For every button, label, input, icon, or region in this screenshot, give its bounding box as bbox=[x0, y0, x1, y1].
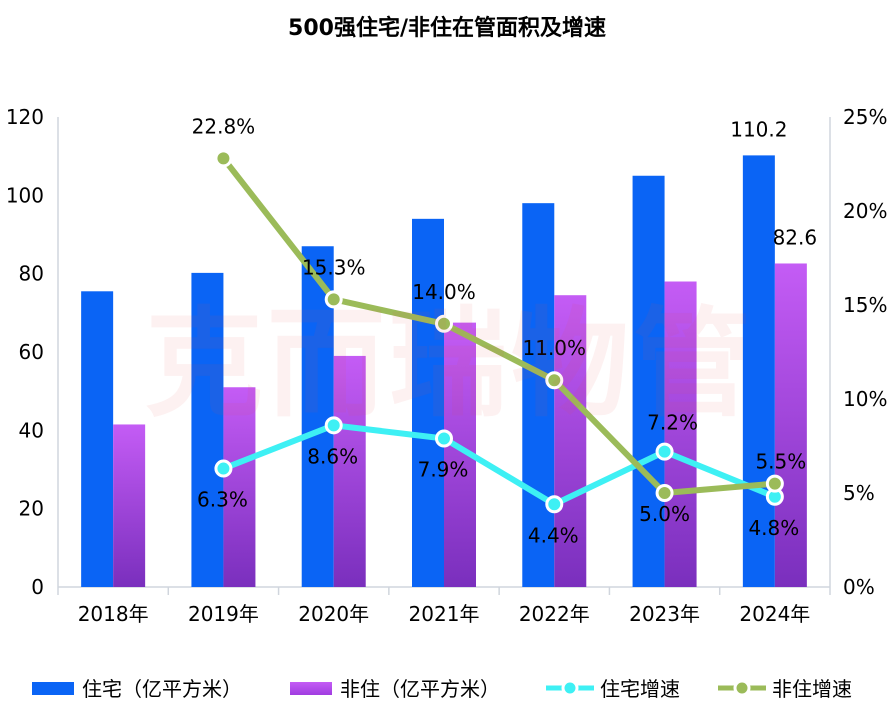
data-label-residential-growth: 4.4% bbox=[528, 523, 579, 547]
data-label-residential-growth: 6.3% bbox=[197, 488, 248, 512]
point-residential-growth bbox=[545, 495, 564, 514]
data-label-nonresidential-growth: 22.8% bbox=[192, 114, 256, 138]
data-label-nonresidential-growth: 5.5% bbox=[755, 450, 806, 474]
x-tick-label: 2022年 bbox=[519, 602, 590, 626]
bar-nonresidential bbox=[223, 387, 256, 587]
legend-item-residential-growth[interactable]: 住宅增速 bbox=[546, 672, 680, 702]
bar-nonresidential bbox=[774, 263, 807, 587]
point-nonresidential-growth bbox=[435, 314, 453, 333]
x-tick-label: 2018年 bbox=[78, 602, 149, 626]
y-tick-label-left: 20 bbox=[19, 497, 44, 521]
data-label-nonresidential-growth: 11.0% bbox=[523, 336, 587, 360]
y-tick-label-left: 60 bbox=[19, 340, 44, 364]
bar-residential bbox=[632, 175, 665, 587]
point-nonresidential-growth bbox=[655, 484, 674, 502]
legend-label-residential: 住宅（亿平方米） bbox=[82, 676, 242, 701]
bar-nonresidential bbox=[333, 355, 366, 587]
line-nonresidential-growth bbox=[221, 156, 776, 496]
y-tick-label-right: 5% bbox=[843, 481, 875, 505]
data-label-residential-growth: 7.2% bbox=[647, 411, 698, 435]
y-tick-label-left: 0 bbox=[31, 575, 44, 599]
bar-residential bbox=[522, 203, 555, 587]
data-label-residential-growth: 4.8% bbox=[748, 516, 799, 540]
y-tick-label-right: 20% bbox=[843, 199, 887, 223]
legend-label-residential-growth: 住宅增速 bbox=[600, 676, 680, 701]
data-label-nonresidential: 82.6 bbox=[773, 225, 818, 249]
y-tick-label-right: 10% bbox=[843, 387, 887, 411]
data-label-residential-growth: 8.6% bbox=[307, 444, 358, 468]
point-residential-growth bbox=[214, 459, 233, 478]
bar-nonresidential bbox=[554, 295, 587, 587]
data-label-nonresidential-growth: 14.0% bbox=[412, 280, 476, 304]
legend-swatch-residential-growth bbox=[546, 679, 594, 697]
chart-title: 500强住宅/非住在管面积及增速 bbox=[288, 16, 606, 41]
data-label-nonresidential-growth: 5.0% bbox=[639, 502, 690, 526]
legend-label-nonresidential-growth: 非住增速 bbox=[772, 676, 852, 701]
bars bbox=[81, 155, 807, 588]
y-tick-label-left: 120 bbox=[6, 105, 44, 129]
data-labels: 110.2 82.6 6.3% 8.6% 7.9% 4.4% 7.2% 4.8% 22.8% 15… bbox=[192, 114, 817, 547]
x-tick-label: 2023年 bbox=[629, 602, 700, 626]
y-tick-label-left: 80 bbox=[19, 262, 44, 286]
legend-item-residential[interactable]: 住宅（亿平方米） bbox=[32, 672, 242, 702]
data-label-residential: 110.2 bbox=[730, 117, 787, 141]
lines bbox=[214, 149, 784, 514]
point-nonresidential-growth bbox=[324, 290, 343, 309]
line-residential-growth bbox=[222, 422, 776, 508]
y-tick-label-left: 100 bbox=[6, 183, 44, 207]
data-label-nonresidential-growth: 15.3% bbox=[302, 255, 366, 279]
y-tick-label-right: 25% bbox=[843, 105, 887, 129]
point-nonresidential-growth bbox=[765, 474, 784, 493]
bar-residential bbox=[81, 291, 114, 587]
bar-nonresidential bbox=[664, 281, 697, 587]
data-label-residential-growth: 7.9% bbox=[418, 457, 469, 481]
point-residential-growth bbox=[435, 429, 453, 448]
point-residential-growth bbox=[324, 416, 343, 435]
legend-item-nonresidential-growth[interactable]: 非住增速 bbox=[718, 672, 852, 702]
x-tick-label: 2021年 bbox=[409, 602, 480, 626]
legend-item-nonresidential[interactable]: 非住（亿平方米） bbox=[290, 672, 500, 702]
y-tick-label-right: 0% bbox=[843, 575, 875, 599]
x-tick-label: 2020年 bbox=[298, 602, 369, 626]
bar-residential bbox=[191, 272, 224, 587]
legend: 住宅（亿平方米） 非住（亿平方米） 住宅增速 非住增速 bbox=[0, 672, 894, 702]
bar-residential bbox=[742, 155, 775, 587]
y-tick-label-left: 40 bbox=[19, 418, 44, 442]
x-tick-label: 2019年 bbox=[188, 602, 259, 626]
point-nonresidential-growth bbox=[545, 371, 564, 390]
legend-swatch-residential bbox=[32, 682, 74, 695]
point-nonresidential-growth bbox=[214, 149, 233, 168]
legend-swatch-nonresidential-growth bbox=[718, 679, 766, 697]
bar-residential bbox=[412, 218, 444, 588]
legend-swatch-nonresidential bbox=[290, 682, 332, 695]
legend-label-nonresidential: 非住（亿平方米） bbox=[340, 676, 500, 701]
y-tick-label-right: 15% bbox=[843, 293, 887, 317]
x-tick-label: 2024年 bbox=[739, 602, 810, 626]
point-residential-growth bbox=[655, 442, 674, 461]
bar-nonresidential bbox=[113, 424, 146, 587]
